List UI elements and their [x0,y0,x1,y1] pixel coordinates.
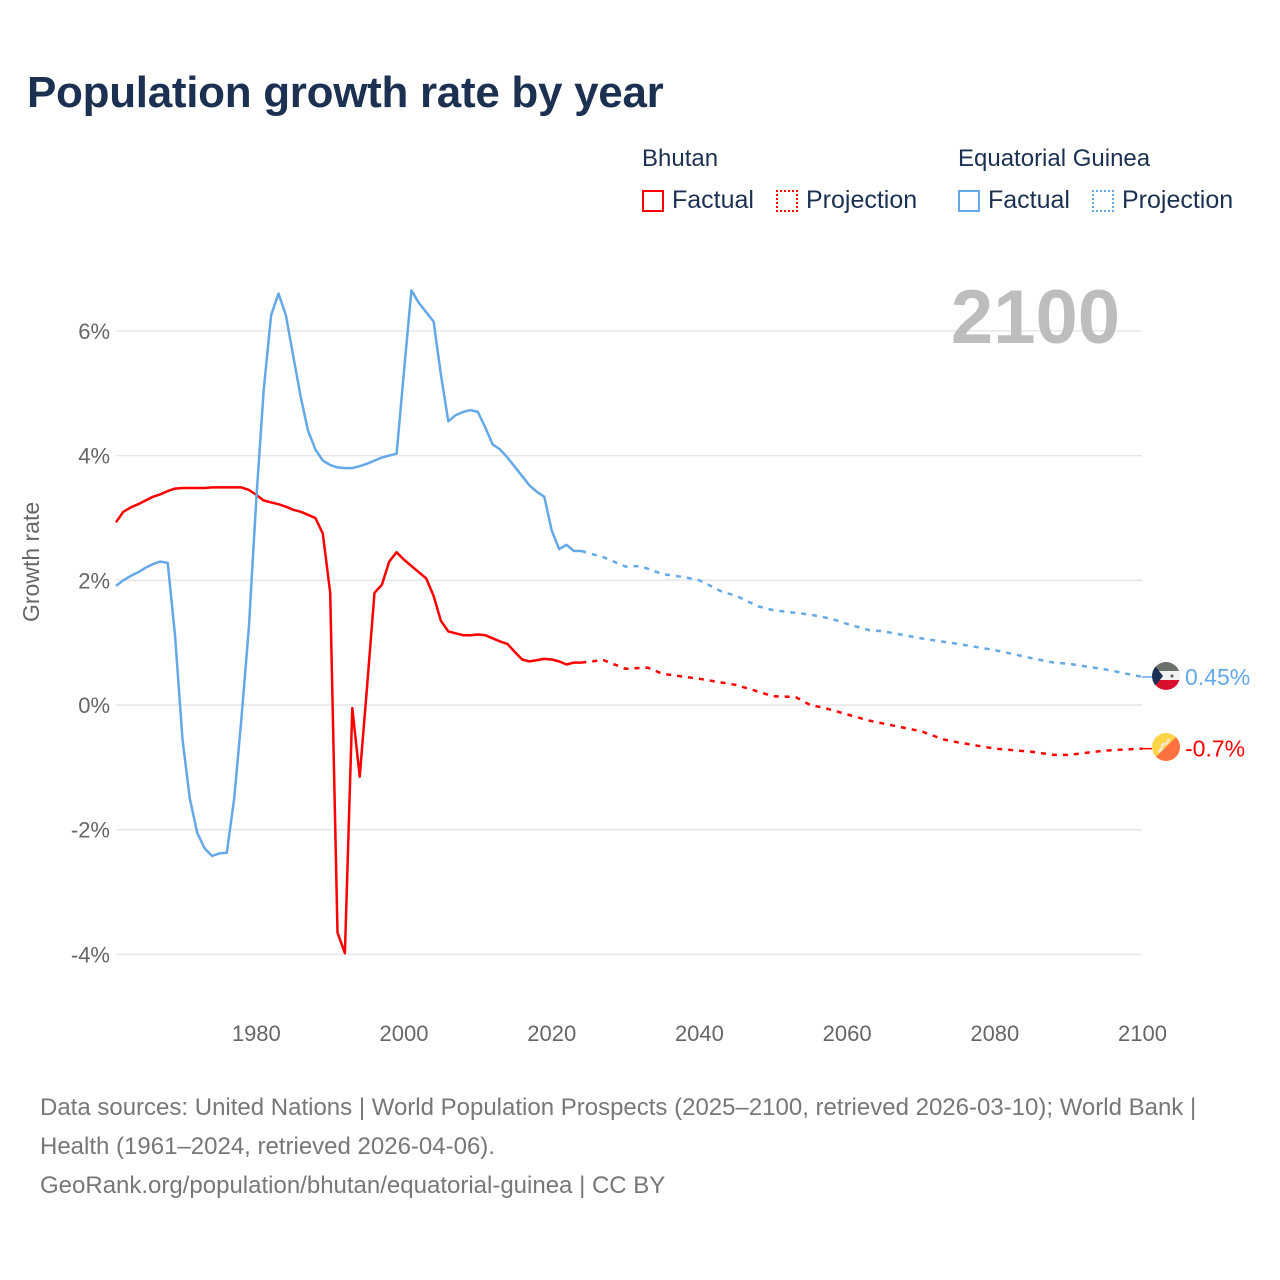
bhutan-end-label: -0.7% [1185,736,1245,762]
x-tick-label: 1980 [232,1021,281,1046]
equatorial-guinea-factual-line [115,289,582,858]
bhutan-projection-line [581,658,1143,757]
legend-swatch-solid [958,189,980,212]
legend-bhutan-projection[interactable]: Projection [776,186,917,215]
legend-swatch-dotted [776,189,798,212]
equatorial-guinea-projection-line [580,549,1143,679]
legend-group-bhutan: Bhutan [642,145,719,172]
y-tick-label: 6% [78,319,110,344]
year-watermark: 2100 [951,275,1120,360]
bhutan-factual-line [114,486,582,955]
x-tick-label: 2040 [675,1021,724,1046]
bhutan-flag-icon [1152,733,1180,761]
y-tick-label: 2% [78,568,110,593]
legend-label: Factual [672,186,754,214]
y-tick-label: 0% [78,693,110,718]
x-tick-label: 2080 [970,1021,1019,1046]
legend-label: Factual [988,186,1070,214]
data-sources: Data sources: United Nations | World Pop… [40,1094,1197,1160]
x-tick-label: 2060 [823,1021,872,1046]
y-tick-label: 4% [78,444,110,469]
legend-label: Projection [806,186,918,214]
equatorial-guinea-end-label: 0.45% [1185,664,1250,690]
source-link[interactable]: GeoRank.org/population/bhutan/equatorial… [40,1172,666,1199]
legend-bhutan-factual[interactable]: Factual [642,186,754,215]
chart-title: Population growth rate by year [27,68,664,117]
legend-swatch-solid [642,189,664,212]
x-tick-label: 2020 [527,1021,576,1046]
legend-group-equatorial-guinea: Equatorial Guinea [958,145,1151,172]
footer: Data sources: United Nations | World Pop… [40,1088,1240,1205]
legend-label: Projection [1122,186,1234,214]
plot-area: 6% 4% 2% 0% -2% -4% 1980 2000 2020 2040 2060 2080 21… [71,275,1250,1046]
equatorial-guinea-flag-icon [1152,662,1180,690]
x-tick-label: 2100 [1118,1021,1167,1046]
legend-eg-factual[interactable]: Factual [958,186,1070,215]
y-tick-label: -2% [71,818,110,843]
y-tick-label: -4% [71,942,110,967]
legend-eg-projection[interactable]: Projection [1092,186,1233,215]
x-tick-label: 2000 [380,1021,429,1046]
legend-swatch-dotted [1092,189,1114,212]
